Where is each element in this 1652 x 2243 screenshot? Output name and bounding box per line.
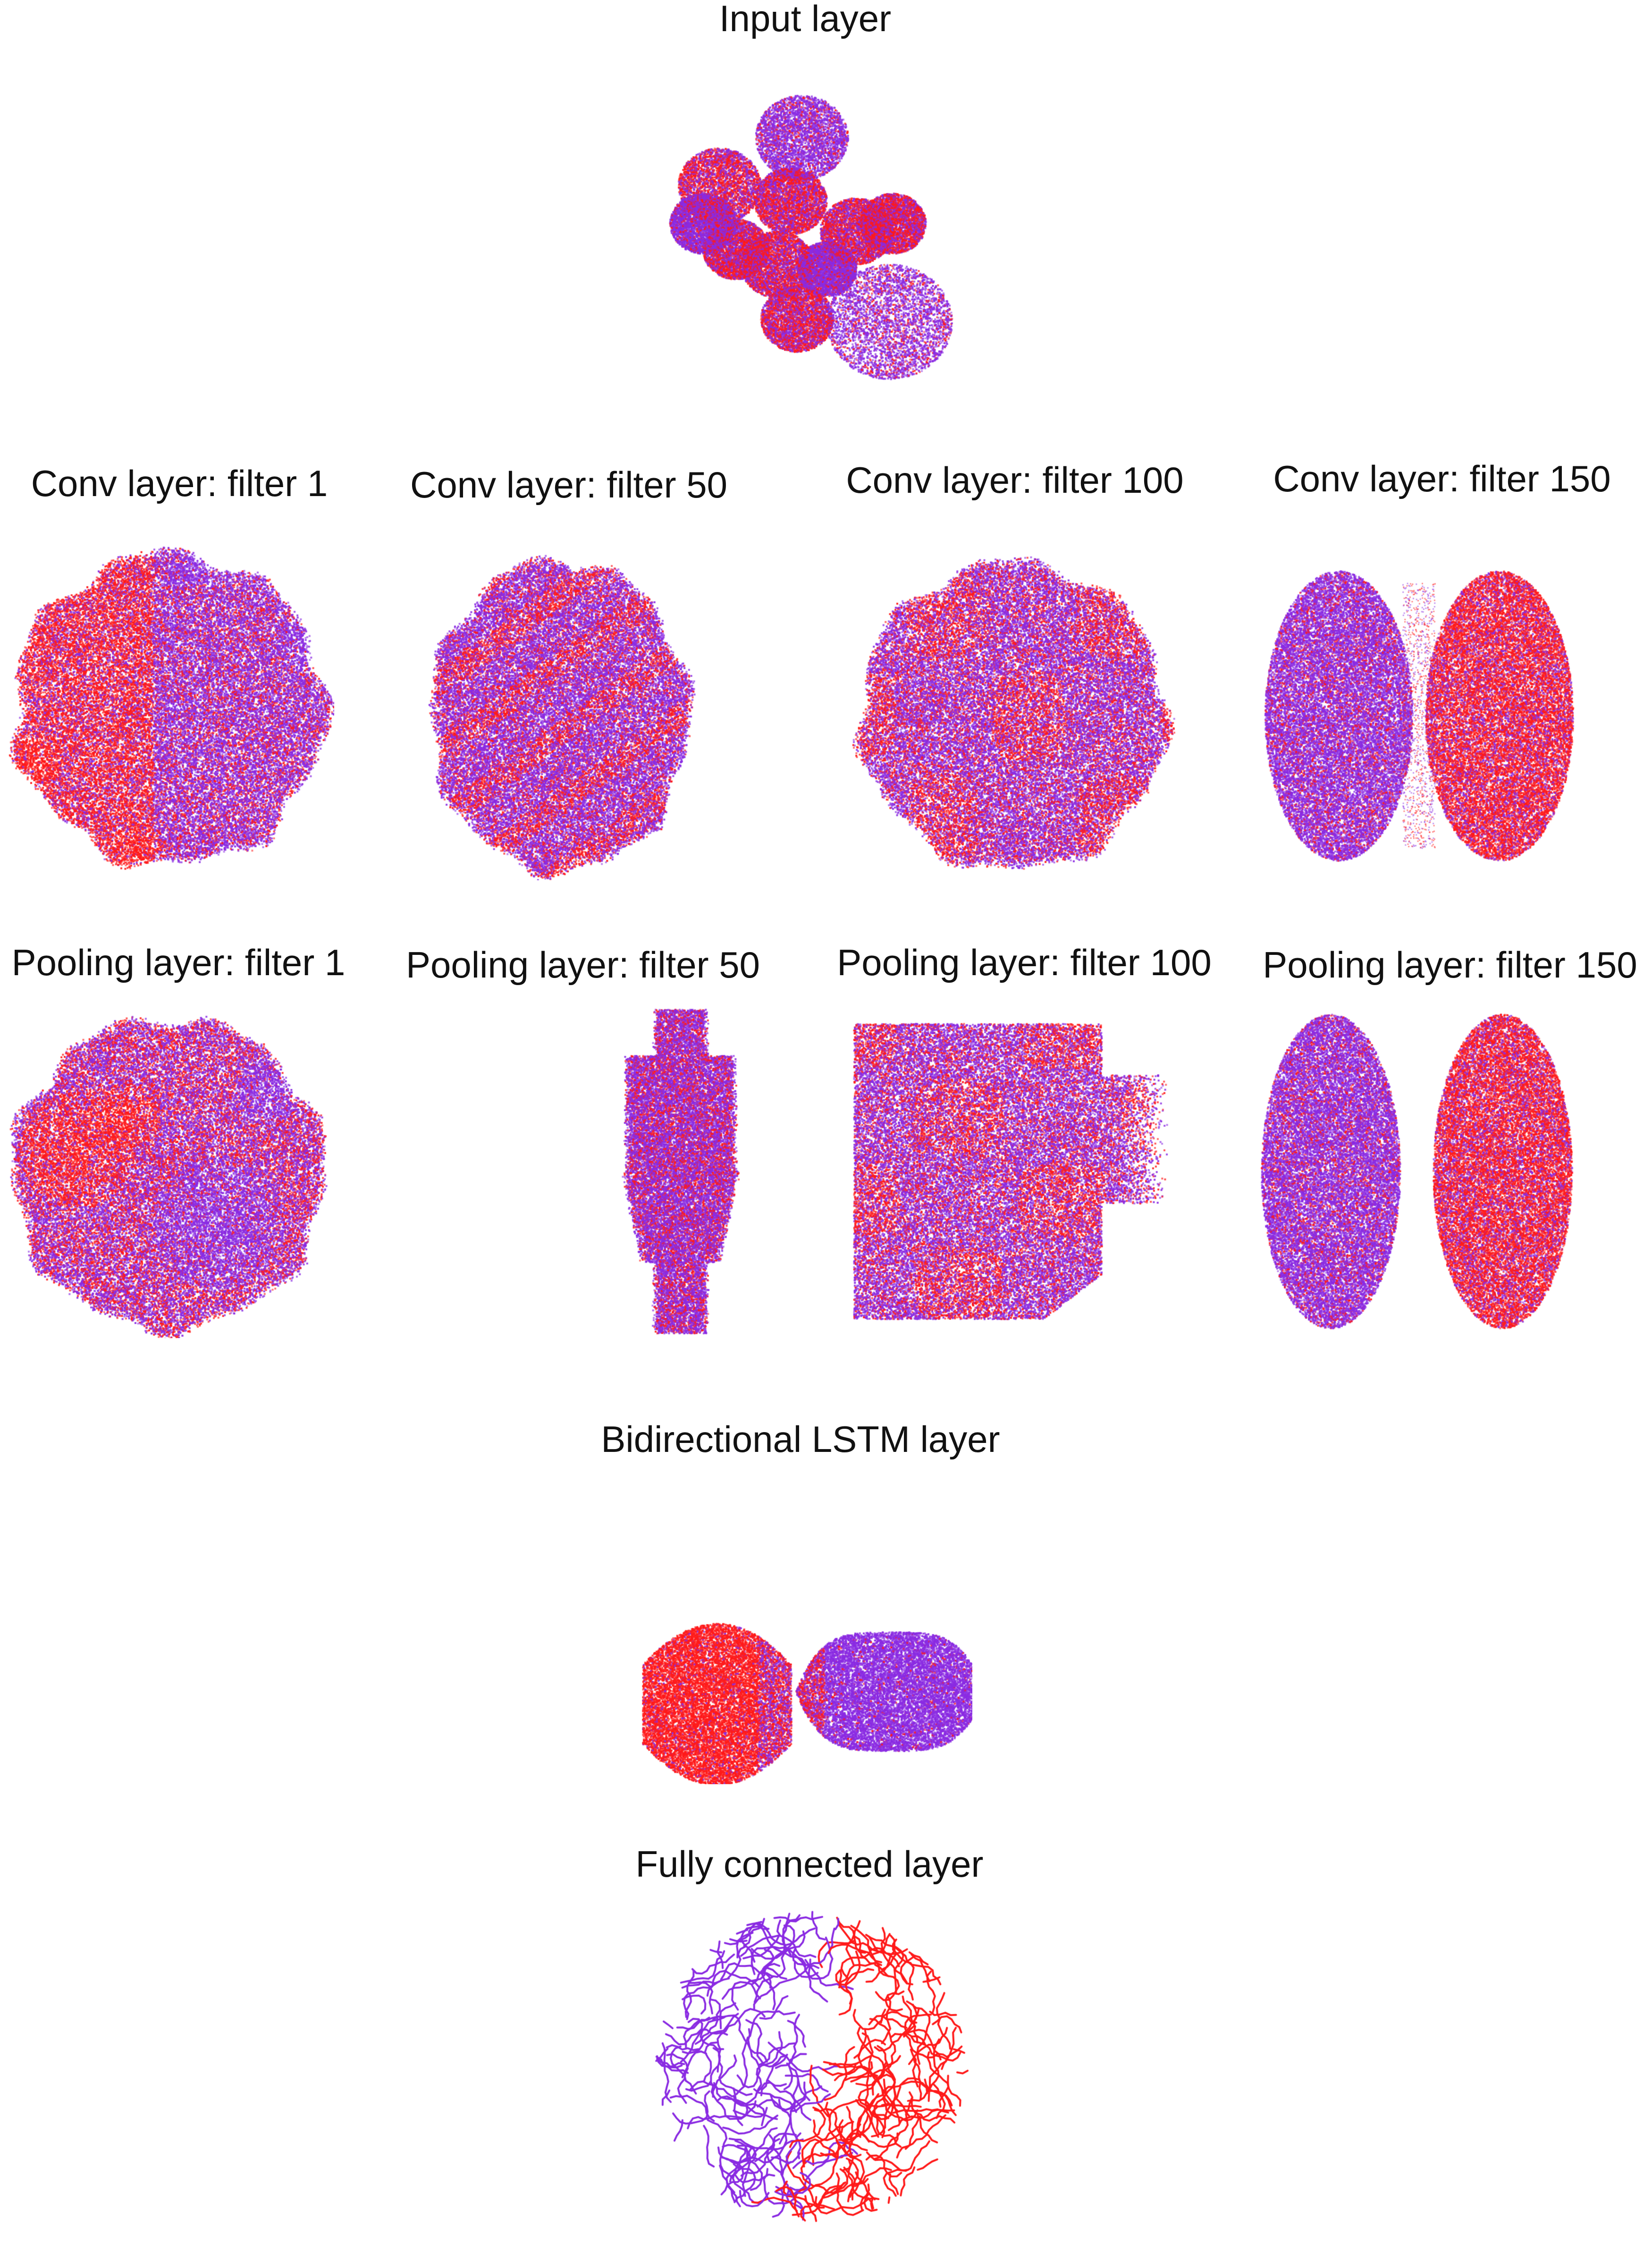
panel-title-bidirectional-lstm: Bidirectional LSTM layer <box>601 1418 1000 1460</box>
panel-title-pooling-filter-50: Pooling layer: filter 50 <box>405 944 760 986</box>
scatter-input-layer <box>644 94 975 396</box>
scatter-conv-filter-150 <box>1258 559 1579 871</box>
scatter-fully-connected <box>651 1907 972 2228</box>
panel-title-conv-filter-150: Conv layer: filter 150 <box>1273 458 1611 499</box>
panel-title-pooling-filter-100: Pooling layer: filter 100 <box>837 942 1212 983</box>
panel-title-input-layer: Input layer <box>719 0 892 39</box>
panel-title-conv-filter-50: Conv layer: filter 50 <box>410 464 727 506</box>
panel-title-fully-connected: Fully connected layer <box>635 1843 984 1885</box>
panel-title-pooling-filter-150: Pooling layer: filter 150 <box>1263 944 1637 986</box>
scatter-bidirectional-lstm <box>642 1614 972 1784</box>
scatter-pooling-filter-1 <box>2 1008 333 1338</box>
scatter-pooling-filter-100 <box>845 1010 1175 1331</box>
scatter-pooling-filter-150 <box>1251 1005 1581 1336</box>
scatter-conv-filter-1 <box>4 543 334 873</box>
panel-title-conv-filter-100: Conv layer: filter 100 <box>846 459 1184 501</box>
panel-title-pooling-filter-1: Pooling layer: filter 1 <box>11 942 346 983</box>
panel-title-conv-filter-1: Conv layer: filter 1 <box>31 463 328 504</box>
scatter-conv-filter-50 <box>422 550 696 880</box>
scatter-conv-filter-100 <box>850 552 1175 878</box>
scatter-pooling-filter-50 <box>609 1005 750 1336</box>
